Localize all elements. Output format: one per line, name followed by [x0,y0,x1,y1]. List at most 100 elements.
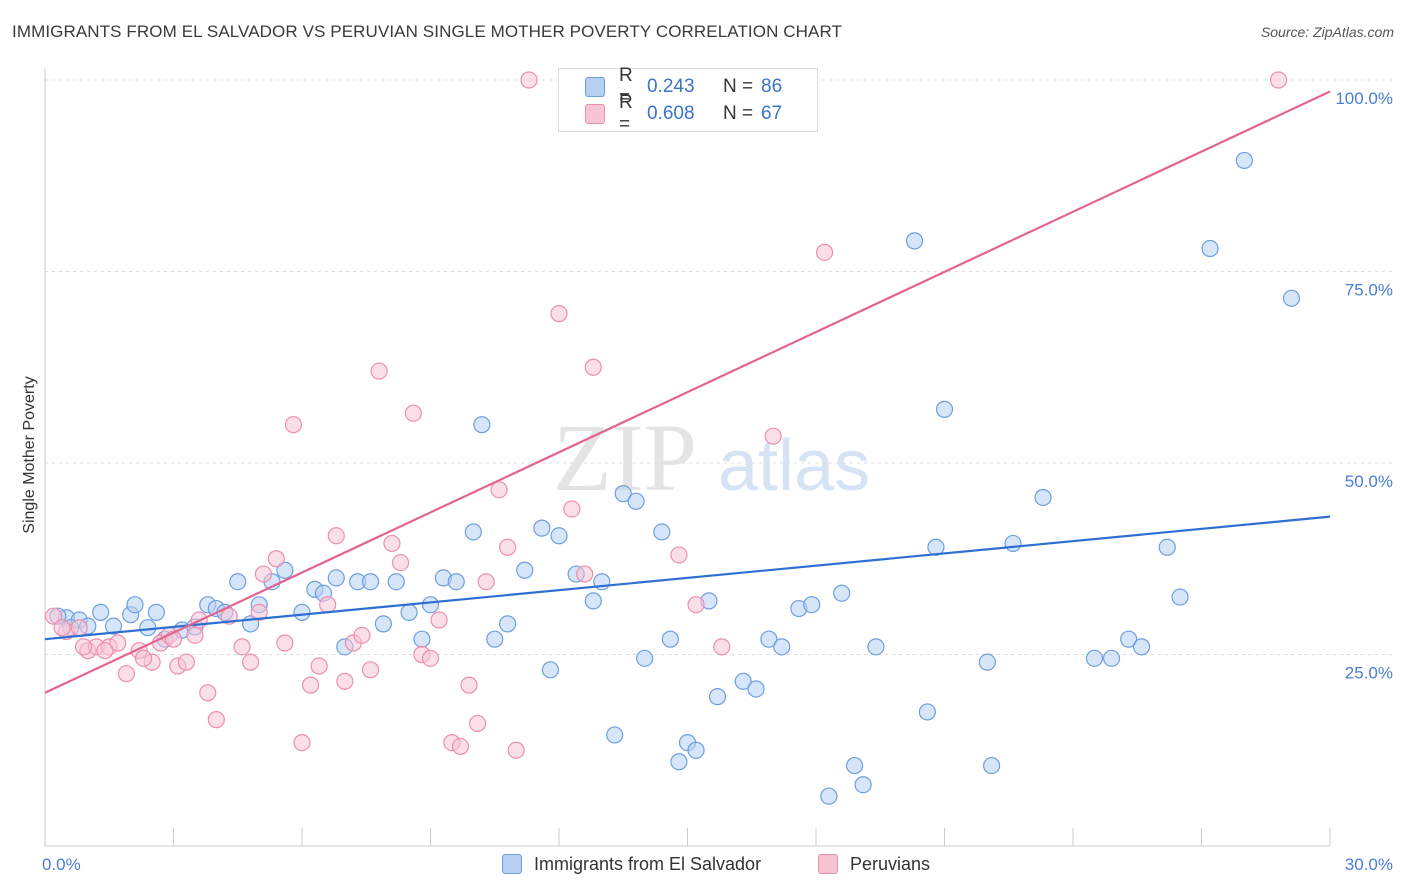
data-point-el-salvador [229,573,247,591]
data-point-peruvians [469,714,487,733]
data-point-el-salvador [670,753,688,771]
data-point-el-salvador [374,615,392,633]
legend-swatch-pink [585,104,605,124]
data-point-el-salvador [486,630,504,648]
data-point-peruvians [383,534,401,553]
data-point-peruvians [44,607,63,625]
data-point-el-salvador [1282,289,1301,307]
data-point-el-salvador [361,573,380,591]
data-point-el-salvador [636,649,654,667]
data-point-peruvians [117,665,135,683]
legend-r-value: 0.608 [647,103,695,124]
data-point-peruvians [421,649,440,667]
data-point-peruvians [233,638,251,656]
y-tick-label: 25.0% [1345,664,1393,683]
legend-swatch-blue [585,77,605,97]
data-point-peruvians [584,358,602,376]
data-point-el-salvador [1171,588,1189,606]
bottom-legend-label-pink: Peruvians [850,853,931,874]
data-point-peruvians [74,638,93,656]
data-point-el-salvador [978,653,996,671]
watermark: ZIP atlas [553,404,870,511]
bottom-legend-swatch-pink [818,854,838,874]
y-tick-label: 50.0% [1345,472,1393,491]
data-point-el-salvador [293,603,311,621]
data-point-peruvians [687,596,705,614]
legend-n-label: N = [723,103,754,124]
data-point-el-salvador [803,596,821,614]
data-point-el-salvador [139,619,157,637]
data-point-el-salvador [734,672,752,690]
data-point-el-salvador [687,741,705,759]
data-point-peruvians [242,653,260,671]
data-point-peruvians [563,500,581,518]
trend-line-peruvians [44,90,1331,694]
data-point-peruvians [460,676,478,694]
series-peruvians-points [44,71,1288,759]
legend-row-blue: R = 0.243 N = 86 [585,65,783,108]
y-tick-label: 75.0% [1345,281,1393,300]
axes [44,68,1331,847]
data-point-peruvians [70,619,88,637]
data-point-el-salvador [387,573,405,591]
data-point-el-salvador [147,603,165,621]
data-point-el-salvador [447,573,465,591]
data-point-el-salvador [708,688,727,706]
data-point-peruvians [96,642,114,660]
bottom-legend-swatch-blue [502,854,522,874]
data-point-peruvians [670,546,688,564]
data-point-peruvians [499,538,517,556]
data-point-el-salvador [854,776,872,794]
legend-n-label: N = [723,76,754,97]
data-point-peruvians [53,619,71,637]
data-point-peruvians [520,71,538,89]
bottom-legend-series1: Immigrants from El Salvador [502,852,761,876]
data-point-peruvians [576,565,594,583]
data-point-el-salvador [1034,488,1052,507]
data-point-el-salvador [327,569,345,587]
data-point-el-salvador [276,561,294,579]
x-tick-label: 0.0% [42,855,81,874]
legend-r-label: R = [619,65,633,108]
data-point-peruvians [1269,71,1288,89]
data-point-el-salvador [1132,638,1151,656]
data-point-peruvians [815,243,834,261]
data-point-el-salvador [464,523,482,541]
trend-lines [44,90,1331,694]
data-point-el-salvador [473,416,491,434]
data-point-el-salvador [1102,649,1121,667]
data-point-peruvians [353,626,371,644]
data-point-el-salvador [845,756,864,775]
data-point-el-salvador [760,630,778,648]
data-point-peruvians [430,611,448,629]
data-point-el-salvador [1201,239,1219,258]
data-point-peruvians [284,416,303,434]
data-point-peruvians [199,684,217,702]
data-point-el-salvador [983,756,1001,775]
data-point-el-salvador [400,603,418,621]
data-point-el-salvador [92,603,110,621]
x-tick-label: 30.0% [1345,855,1393,874]
data-point-peruvians [477,573,495,591]
data-point-el-salvador [1085,649,1104,667]
data-point-el-salvador [1158,538,1176,556]
data-point-peruvians [370,362,388,380]
data-point-peruvians [336,672,354,690]
data-point-el-salvador [614,485,632,503]
data-point-el-salvador [833,584,851,602]
data-point-el-salvador [606,726,624,744]
data-point-peruvians [319,596,337,614]
data-point-peruvians [507,741,525,759]
data-point-el-salvador [584,592,602,610]
data-point-el-salvador [104,617,123,635]
data-point-el-salvador [773,638,791,656]
data-point-peruvians [713,638,731,656]
data-point-peruvians [267,550,285,568]
legend-n-value: 67 [761,103,783,124]
data-point-peruvians [451,737,470,756]
data-point-peruvians [404,404,422,422]
legend-n-value: 86 [761,76,783,97]
data-point-peruvians [764,427,782,445]
data-point-peruvians [134,649,153,667]
